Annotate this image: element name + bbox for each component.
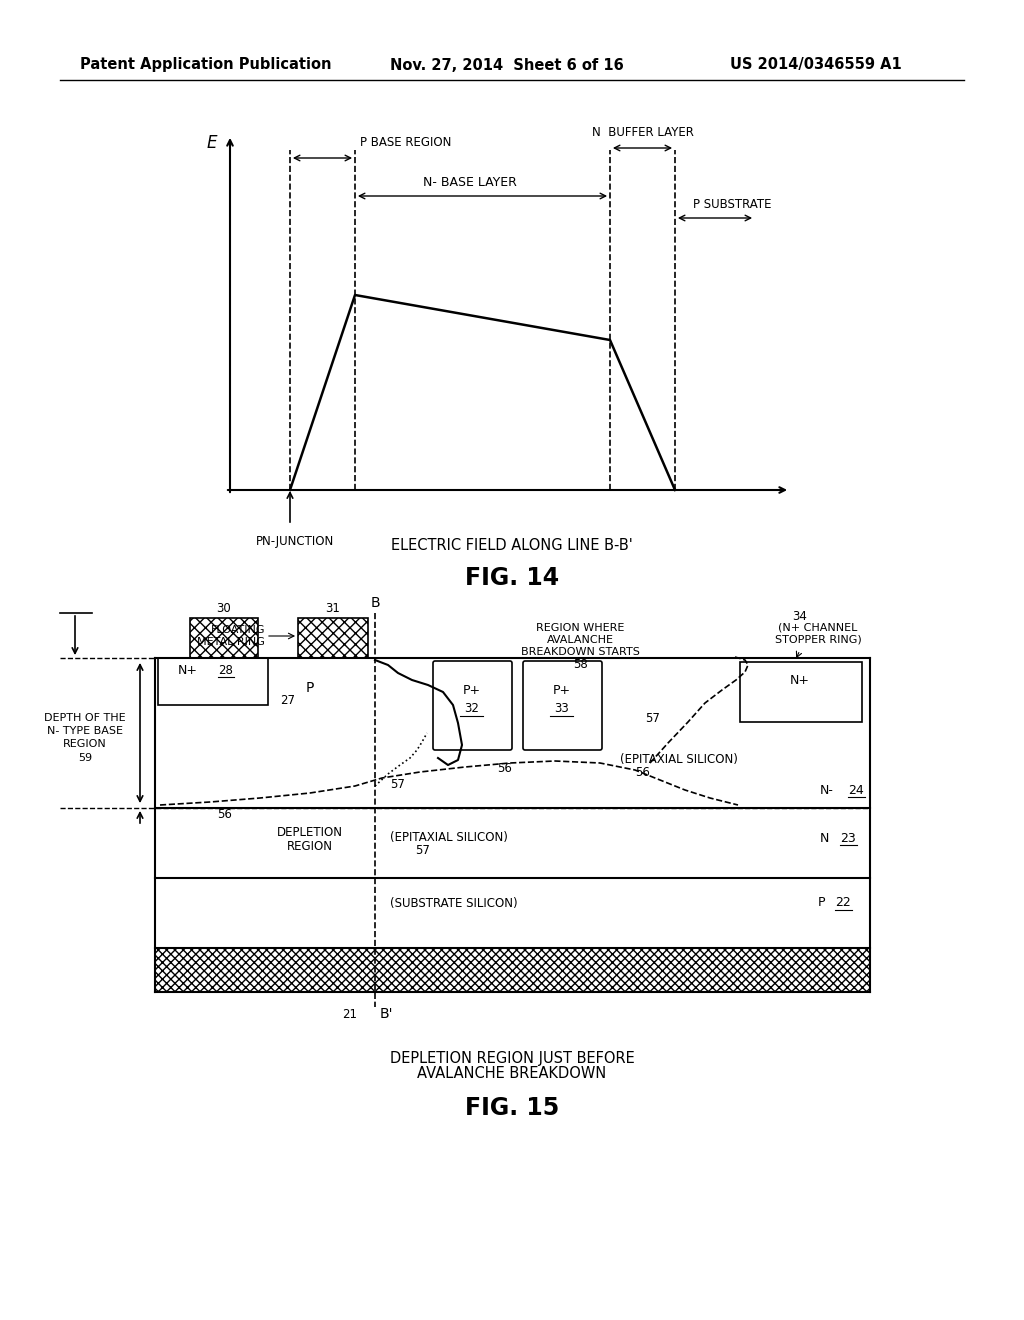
Text: DEPLETION: DEPLETION bbox=[278, 826, 343, 840]
Text: REGION: REGION bbox=[63, 739, 106, 748]
Text: 57: 57 bbox=[415, 843, 430, 857]
Text: N: N bbox=[820, 832, 829, 845]
Text: AVALANCHE: AVALANCHE bbox=[547, 635, 613, 645]
Text: 32: 32 bbox=[465, 701, 479, 714]
Text: (N+ CHANNEL: (N+ CHANNEL bbox=[778, 623, 858, 634]
Text: Patent Application Publication: Patent Application Publication bbox=[80, 58, 332, 73]
Text: AVALANCHE BREAKDOWN: AVALANCHE BREAKDOWN bbox=[418, 1065, 606, 1081]
Text: 56: 56 bbox=[217, 808, 232, 821]
Text: 27: 27 bbox=[281, 693, 296, 706]
Text: 31: 31 bbox=[326, 602, 340, 615]
Text: E: E bbox=[207, 135, 217, 152]
Text: METAL RING: METAL RING bbox=[198, 638, 265, 647]
FancyBboxPatch shape bbox=[433, 661, 512, 750]
Text: FLOATING: FLOATING bbox=[211, 624, 265, 635]
Text: N-: N- bbox=[820, 784, 834, 796]
Text: US 2014/0346559 A1: US 2014/0346559 A1 bbox=[730, 58, 902, 73]
Text: STOPPER RING): STOPPER RING) bbox=[774, 635, 861, 645]
Text: 30: 30 bbox=[217, 602, 231, 615]
Text: P+: P+ bbox=[463, 684, 481, 697]
Bar bbox=[190, 618, 258, 657]
Text: B': B' bbox=[380, 1007, 393, 1020]
Text: P BASE REGION: P BASE REGION bbox=[360, 136, 452, 149]
Text: N+: N+ bbox=[178, 664, 198, 676]
Text: 28: 28 bbox=[218, 664, 232, 676]
Text: 57: 57 bbox=[390, 777, 404, 791]
Text: N- BASE LAYER: N- BASE LAYER bbox=[423, 177, 517, 190]
Text: B: B bbox=[371, 597, 380, 610]
Text: (EPITAXIAL SILICON): (EPITAXIAL SILICON) bbox=[390, 832, 508, 845]
Text: PN-JUNCTION: PN-JUNCTION bbox=[256, 536, 334, 549]
Text: (SUBSTRATE SILICON): (SUBSTRATE SILICON) bbox=[390, 896, 517, 909]
Text: 59: 59 bbox=[78, 752, 92, 763]
Bar bbox=[158, 657, 268, 705]
Text: 56: 56 bbox=[498, 762, 512, 775]
Text: DEPLETION REGION JUST BEFORE: DEPLETION REGION JUST BEFORE bbox=[389, 1051, 635, 1065]
Bar bbox=[298, 618, 368, 657]
Text: P SUBSTRATE: P SUBSTRATE bbox=[693, 198, 771, 211]
Text: Nov. 27, 2014  Sheet 6 of 16: Nov. 27, 2014 Sheet 6 of 16 bbox=[390, 58, 624, 73]
Text: 33: 33 bbox=[555, 701, 569, 714]
Text: N- TYPE BASE: N- TYPE BASE bbox=[47, 726, 123, 737]
Text: 56: 56 bbox=[636, 767, 650, 780]
Text: P: P bbox=[306, 681, 314, 696]
FancyBboxPatch shape bbox=[523, 661, 602, 750]
Text: N+: N+ bbox=[790, 673, 810, 686]
Text: P: P bbox=[818, 896, 825, 909]
Text: 58: 58 bbox=[572, 657, 588, 671]
Text: BREAKDOWN STARTS: BREAKDOWN STARTS bbox=[520, 647, 639, 657]
Text: 57: 57 bbox=[645, 711, 659, 725]
Text: ELECTRIC FIELD ALONG LINE B-B': ELECTRIC FIELD ALONG LINE B-B' bbox=[391, 537, 633, 553]
Text: REGION: REGION bbox=[287, 841, 333, 854]
Text: FIG. 14: FIG. 14 bbox=[465, 566, 559, 590]
Text: N  BUFFER LAYER: N BUFFER LAYER bbox=[592, 127, 694, 140]
Text: REGION WHERE: REGION WHERE bbox=[536, 623, 625, 634]
Bar bbox=[155, 948, 870, 993]
Text: 34: 34 bbox=[793, 610, 808, 623]
Text: DEPTH OF THE: DEPTH OF THE bbox=[44, 713, 126, 723]
Text: 23: 23 bbox=[840, 832, 856, 845]
Text: 22: 22 bbox=[835, 896, 851, 909]
Text: FIG. 15: FIG. 15 bbox=[465, 1096, 559, 1119]
Text: P+: P+ bbox=[553, 684, 571, 697]
Text: (EPITAXIAL SILICON): (EPITAXIAL SILICON) bbox=[620, 754, 738, 767]
Text: 21: 21 bbox=[342, 1007, 357, 1020]
Text: 24: 24 bbox=[848, 784, 864, 796]
Bar bbox=[740, 663, 862, 722]
